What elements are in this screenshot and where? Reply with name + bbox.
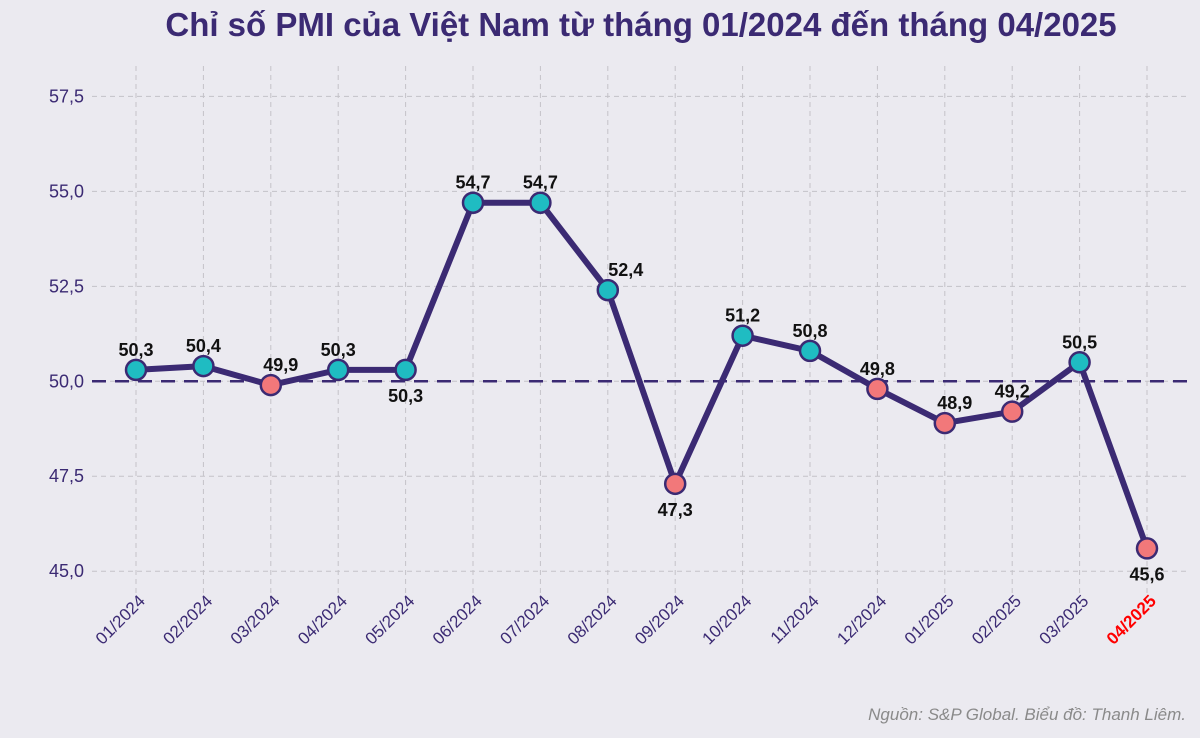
data-label: 54,7 bbox=[523, 173, 558, 193]
data-label: 52,4 bbox=[608, 260, 643, 280]
y-tick-label: 45,0 bbox=[49, 561, 84, 581]
series-line bbox=[133, 199, 1150, 552]
data-point bbox=[1135, 537, 1159, 560]
x-tick-label: 02/2025 bbox=[968, 591, 1025, 648]
data-label: 50,3 bbox=[118, 340, 153, 360]
y-tick-label: 50,0 bbox=[49, 371, 84, 391]
data-label: 50,3 bbox=[388, 386, 423, 406]
data-label: 47,3 bbox=[658, 500, 693, 520]
data-point bbox=[394, 358, 417, 382]
y-tick-label: 47,5 bbox=[49, 466, 84, 486]
data-point bbox=[1000, 400, 1024, 423]
data-point bbox=[798, 339, 822, 363]
x-tick-label: 04/2024 bbox=[294, 591, 351, 648]
y-tick-label: 57,5 bbox=[49, 86, 84, 106]
data-point bbox=[124, 358, 148, 382]
data-point bbox=[326, 358, 350, 382]
chart-title: Chỉ số PMI của Việt Nam từ tháng 01/2024… bbox=[165, 6, 1116, 43]
data-label: 49,9 bbox=[263, 355, 298, 375]
x-tick-label: 03/2025 bbox=[1036, 591, 1093, 648]
x-tick-label: 08/2024 bbox=[564, 591, 621, 648]
data-points bbox=[124, 191, 1159, 560]
series-pmi-line bbox=[133, 199, 1150, 552]
data-point bbox=[461, 191, 485, 214]
x-axis-ticks: 01/2024 02/2024 03/2024 04/2024 05/2024 06/20… bbox=[92, 591, 1160, 648]
x-tick-label: 05/2024 bbox=[362, 591, 419, 648]
source-note: Nguồn: S&P Global. Biểu đồ: Thanh Liêm. bbox=[868, 705, 1186, 724]
data-label: 49,8 bbox=[860, 359, 895, 379]
data-label: 50,3 bbox=[321, 340, 356, 360]
data-label: 48,9 bbox=[937, 393, 972, 413]
y-axis-ticks: 45,0 47,5 50,0 52,5 55,0 57,5 bbox=[49, 86, 84, 581]
x-tick-label: 11/2024 bbox=[767, 591, 823, 647]
x-tick-label: 04/2025 bbox=[1103, 591, 1160, 648]
data-point bbox=[259, 373, 283, 397]
y-tick-label: 55,0 bbox=[49, 181, 84, 201]
data-label: 50,4 bbox=[186, 336, 221, 356]
x-tick-label: 02/2024 bbox=[159, 591, 216, 648]
x-tick-label: 03/2024 bbox=[227, 591, 284, 648]
data-label: 50,5 bbox=[1062, 332, 1097, 352]
x-tick-label: 01/2025 bbox=[901, 591, 958, 648]
data-point bbox=[866, 377, 889, 401]
data-label: 45,6 bbox=[1129, 564, 1164, 584]
data-label: 49,2 bbox=[995, 382, 1030, 402]
x-tick-label: 09/2024 bbox=[631, 591, 688, 648]
x-tick-label: 10/2024 bbox=[699, 591, 756, 648]
data-point bbox=[529, 191, 552, 214]
data-label: 54,7 bbox=[455, 173, 490, 193]
data-label: 51,2 bbox=[725, 306, 760, 326]
data-label: 50,8 bbox=[792, 321, 827, 341]
data-point bbox=[933, 411, 957, 435]
x-tick-label: 12/2024 bbox=[833, 591, 890, 648]
data-point bbox=[663, 472, 687, 496]
data-point bbox=[596, 278, 620, 302]
data-labels: 50,3 50,4 49,9 50,3 50,3 54,7 54,7 52,4 47,3 51,2… bbox=[118, 173, 1164, 585]
data-point bbox=[1068, 351, 1091, 374]
y-tick-label: 52,5 bbox=[49, 276, 84, 296]
x-tick-label: 01/2024 bbox=[92, 591, 149, 648]
x-tick-label: 07/2024 bbox=[496, 591, 553, 648]
x-tick-label: 06/2024 bbox=[429, 591, 486, 648]
data-point bbox=[731, 324, 754, 347]
data-point bbox=[192, 354, 215, 378]
grid-lines bbox=[92, 66, 1190, 594]
